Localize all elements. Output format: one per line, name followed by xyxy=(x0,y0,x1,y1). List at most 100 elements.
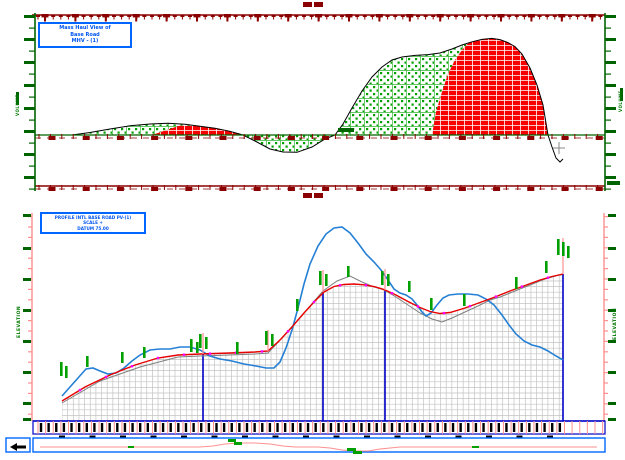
elevation-tick-label xyxy=(608,371,616,374)
elevation-tick-label xyxy=(23,418,31,421)
station-label-mark xyxy=(55,423,58,432)
station-label-mark xyxy=(146,423,150,432)
station-callout-mark xyxy=(199,334,202,348)
geometry-label-mark xyxy=(472,446,479,448)
ruler-label-mark xyxy=(303,193,312,198)
mass-haul-right-axis-label: VOLUME xyxy=(618,90,623,112)
elevation-tick-label xyxy=(608,214,616,217)
geometry-label-mark xyxy=(353,451,362,454)
band-track-box xyxy=(32,437,606,453)
station-label-mark xyxy=(100,423,104,432)
station-callout-mark xyxy=(205,337,208,349)
station-callout-mark xyxy=(347,266,350,277)
station-label-mark xyxy=(283,423,287,432)
station-label-mark xyxy=(512,423,516,432)
major-station-label-mark xyxy=(59,435,65,439)
station-label-mark xyxy=(154,423,157,432)
station-callout-mark xyxy=(196,342,199,353)
station-label-mark xyxy=(375,423,378,432)
elevation-tick-label xyxy=(608,247,616,250)
station-label-mark xyxy=(314,423,317,432)
station-label-mark xyxy=(337,423,340,432)
station-callout-mark xyxy=(515,277,518,289)
mass-haul-title-box[interactable]: Mass Haul View of Base Road MHV - (1) xyxy=(38,22,132,48)
major-station-label-mark xyxy=(272,435,279,439)
design-grade-line xyxy=(61,273,564,402)
band-flag-icon xyxy=(10,443,26,451)
station-label-mark xyxy=(543,423,546,432)
major-station-label-mark xyxy=(455,435,462,439)
major-station-label-mark xyxy=(394,435,401,439)
design-grade-nodes xyxy=(78,276,550,392)
station-label-mark xyxy=(436,423,439,432)
station-callout-mark xyxy=(319,271,322,285)
geometry-label-mark xyxy=(228,439,236,442)
major-station-label-mark xyxy=(242,435,248,439)
major-station-label-mark xyxy=(333,435,340,439)
station-label-mark xyxy=(428,423,432,432)
elevation-tick-label xyxy=(23,278,31,281)
geometry-label-mark xyxy=(234,442,242,445)
station-label-mark xyxy=(177,423,180,432)
major-station-label-mark xyxy=(120,435,126,439)
station-label-mark xyxy=(406,423,409,432)
major-station-label-mark xyxy=(547,435,553,439)
station-label-mark xyxy=(383,423,386,432)
station-label-mark xyxy=(291,423,294,432)
station-label-mark xyxy=(489,423,493,432)
profile-title-line3: DATUM 75.00 xyxy=(77,225,109,231)
station-label-mark xyxy=(123,423,127,432)
station-label-mark xyxy=(222,423,226,432)
overhaul-region-2 xyxy=(432,38,548,135)
major-station-label-mark xyxy=(211,435,218,439)
station-callout-mark xyxy=(567,246,570,258)
mass-haul-title-line3: MHV - (1) xyxy=(71,38,99,44)
station-callout-mark xyxy=(562,242,565,256)
major-station-label-mark xyxy=(486,435,492,439)
pvi-markers xyxy=(60,238,570,378)
mass-haul-left-axis-label: VOLUME xyxy=(15,94,20,116)
major-station-label-mark xyxy=(425,435,431,439)
elevation-tick-label xyxy=(23,371,31,374)
station-label-mark xyxy=(459,423,462,432)
overhaul-region-1 xyxy=(152,125,243,135)
elevation-tick-label xyxy=(608,278,616,281)
station-callout-mark xyxy=(65,366,68,378)
station-callout-mark xyxy=(557,239,560,255)
station-callout-mark xyxy=(265,331,268,345)
profile-title-box[interactable]: PROFILE INTL BASE ROAD PV-(1) SCALE + DA… xyxy=(40,212,146,235)
major-station-label-mark xyxy=(181,435,187,439)
station-callout-mark xyxy=(271,334,274,346)
station-label-mark xyxy=(230,423,233,432)
station-label-mark xyxy=(352,423,356,432)
geometry-band xyxy=(5,437,606,454)
elevation-tick-label xyxy=(608,418,616,421)
ruler-label-mark xyxy=(620,88,623,101)
elevation-tick-label xyxy=(23,402,31,405)
profile-title-line1: PROFILE INTL BASE ROAD PV-(1) xyxy=(54,215,132,220)
station-label-mark xyxy=(467,423,470,432)
band-flag-box[interactable] xyxy=(5,437,31,453)
mass-haul-regions xyxy=(72,38,548,153)
station-label-mark xyxy=(85,423,88,432)
station-label-mark xyxy=(47,423,50,432)
station-label-mark xyxy=(93,423,96,432)
station-band xyxy=(32,420,606,439)
station-label-mark xyxy=(474,423,478,432)
station-label-mark xyxy=(345,423,348,432)
end-cross-marker xyxy=(553,142,565,154)
station-label-mark xyxy=(520,423,523,432)
station-label-mark xyxy=(184,423,188,432)
station-label-mark xyxy=(62,423,66,432)
major-station-label-mark xyxy=(364,435,370,439)
station-label-mark xyxy=(108,423,111,432)
geometry-label-mark xyxy=(128,446,134,448)
station-label-mark xyxy=(207,423,211,432)
station-label-mark xyxy=(70,423,73,432)
station-label-mark xyxy=(497,423,500,432)
major-station-label-mark xyxy=(150,435,157,439)
station-label-mark xyxy=(444,423,447,432)
existing-ground-line xyxy=(61,226,564,397)
station-label-mark xyxy=(138,423,142,432)
station-label-mark xyxy=(390,423,394,432)
